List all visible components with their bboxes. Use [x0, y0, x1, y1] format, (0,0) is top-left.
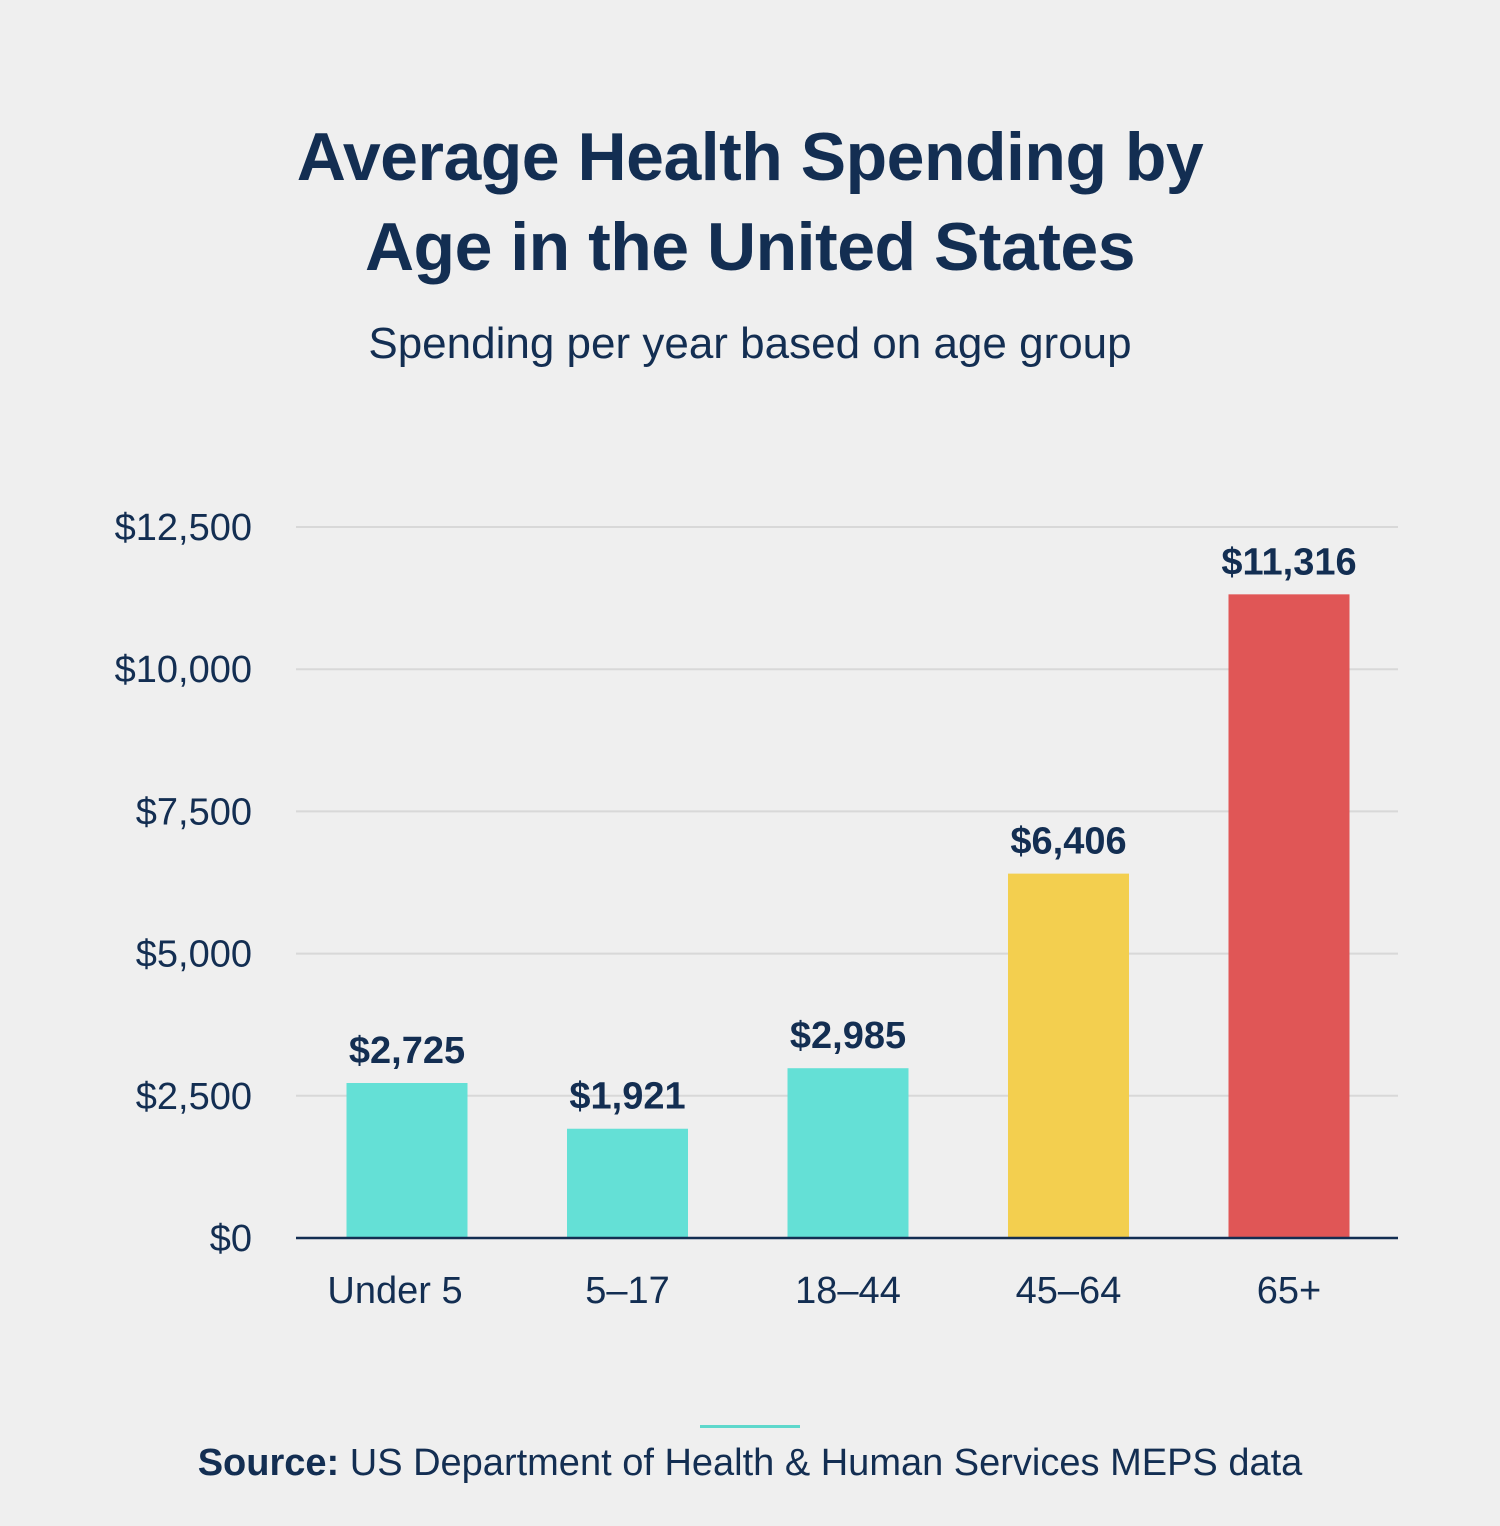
bar — [567, 1128, 688, 1238]
chart-title-line-2: Age in the United States — [364, 209, 1136, 285]
x-tick-label: 65+ — [1257, 1270, 1321, 1312]
y-tick-label: $12,500 — [115, 507, 252, 549]
data-label: $6,406 — [1010, 821, 1126, 863]
bars — [346, 594, 1350, 1238]
chart-subtitle: Spending per year based on age group — [368, 319, 1132, 368]
bar — [1008, 873, 1129, 1238]
source-divider — [700, 1425, 800, 1428]
bar — [787, 1068, 909, 1238]
y-tick-label: $2,500 — [136, 1076, 252, 1118]
source-text: US Department of Health & Human Services… — [349, 1442, 1303, 1484]
labels: $0 $2,500 $5,000 $7,500 $10,000 $12,500 $2,725… — [115, 507, 1357, 1312]
x-tick-label: 45–64 — [1016, 1270, 1122, 1312]
data-label: $2,985 — [790, 1015, 906, 1057]
gridlines — [296, 526, 1398, 1097]
data-label: $1,921 — [569, 1076, 685, 1118]
y-tick-label: $7,500 — [136, 791, 252, 833]
source-note: Source: US Department of Health & Human … — [0, 1436, 1500, 1490]
chart-title: Average Health Spending by Age in the Un… — [0, 112, 1500, 292]
bar — [346, 1083, 468, 1238]
y-tick-label: $0 — [210, 1218, 252, 1260]
source-label: Source: — [197, 1442, 340, 1484]
y-tick-label: $10,000 — [115, 649, 252, 691]
chart-title-line-1: Average Health Spending by — [296, 119, 1204, 195]
data-label: $11,316 — [1221, 541, 1356, 583]
bar — [1228, 594, 1350, 1238]
x-tick-label: 18–44 — [795, 1270, 901, 1312]
x-tick-label: 5–17 — [585, 1270, 670, 1312]
x-tick-label: Under 5 — [327, 1270, 462, 1312]
y-tick-label: $5,000 — [136, 934, 252, 976]
data-label: $2,725 — [349, 1030, 465, 1072]
